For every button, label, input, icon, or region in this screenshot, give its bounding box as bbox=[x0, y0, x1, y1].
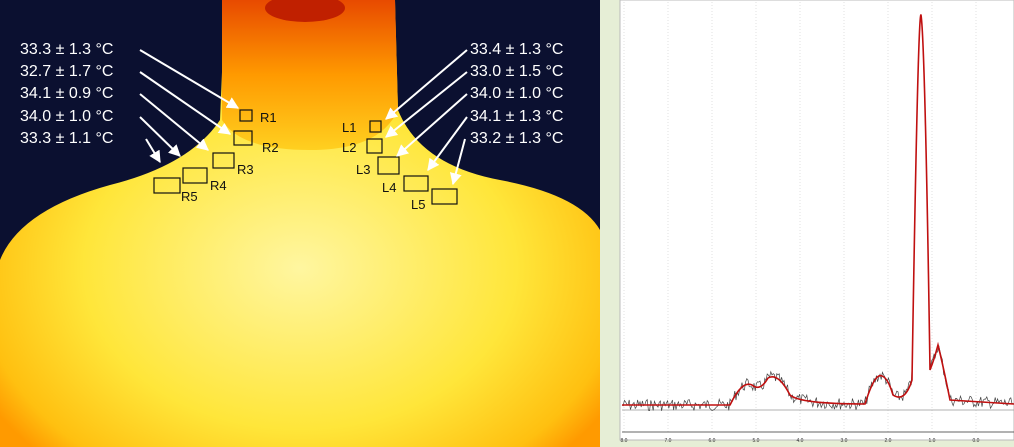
x-tick-label: 8.0 bbox=[621, 438, 628, 444]
x-tick-label: 7.0 bbox=[665, 438, 672, 444]
temperature-label: 34.1 ± 1.3 °C bbox=[470, 108, 563, 125]
x-tick-label: 6.0 bbox=[709, 438, 716, 444]
temperature-label: 32.7 ± 1.7 °C bbox=[20, 63, 113, 80]
roi-label: L3 bbox=[356, 162, 370, 177]
roi-label: R3 bbox=[237, 162, 254, 177]
temperature-label: 33.0 ± 1.5 °C bbox=[470, 63, 563, 80]
x-tick-label: 4.0 bbox=[797, 438, 804, 444]
temperature-label: 33.4 ± 1.3 °C bbox=[470, 41, 563, 58]
x-tick-label: 5.0 bbox=[753, 438, 760, 444]
roi-label: L5 bbox=[411, 197, 425, 212]
roi-label: R4 bbox=[210, 178, 227, 193]
temperature-label: 34.0 ± 1.0 °C bbox=[20, 108, 113, 125]
roi-label: R5 bbox=[181, 189, 198, 204]
x-tick-label: 2.0 bbox=[885, 438, 892, 444]
figure: 33.3 ± 1.3 °C 32.7 ± 1.7 °C 34.1 ± 0.9 °C 3… bbox=[0, 0, 1014, 447]
roi-label: R1 bbox=[260, 110, 277, 125]
roi-label: L1 bbox=[342, 120, 356, 135]
roi-label: L4 bbox=[382, 180, 396, 195]
temperature-label: 33.2 ± 1.3 °C bbox=[470, 130, 563, 147]
temperature-label: 33.3 ± 1.3 °C bbox=[20, 41, 113, 58]
temperature-label: 34.1 ± 0.9 °C bbox=[20, 85, 113, 102]
x-tick-label: 3.0 bbox=[841, 438, 848, 444]
x-tick-label: 1.0 bbox=[929, 438, 936, 444]
roi-label: R2 bbox=[262, 140, 279, 155]
spectrum-panel bbox=[620, 0, 1014, 440]
x-tick-label: 0.0 bbox=[973, 438, 980, 444]
roi-label: L2 bbox=[342, 140, 356, 155]
temperature-label: 33.3 ± 1.1 °C bbox=[20, 130, 113, 147]
temperature-label: 34.0 ± 1.0 °C bbox=[470, 85, 563, 102]
